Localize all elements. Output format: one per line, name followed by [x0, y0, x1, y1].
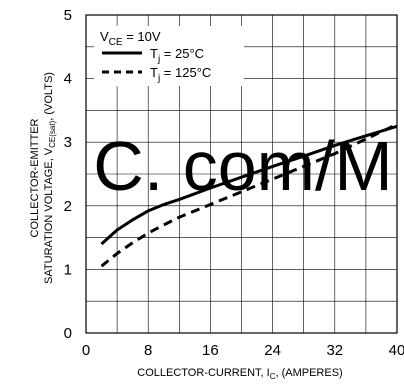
y-tick-label: 2	[64, 198, 72, 215]
legend-header: VCE = 10V	[100, 29, 161, 48]
x-tick-label: 40	[389, 342, 404, 359]
tick-labels: 0 8 16 24 32 40 0 1 2 3 4 5	[64, 7, 404, 359]
x-tick-label: 24	[264, 342, 281, 359]
watermark-text: C. com/M	[93, 127, 392, 205]
y-tick-label: 5	[64, 7, 72, 24]
y-axis-title-line2: SATURATION VOLTAGE, VCE(sat), (VOLTS)	[43, 72, 57, 284]
y-tick-label: 4	[64, 71, 72, 88]
x-tick-label: 0	[82, 342, 90, 359]
x-axis-title: COLLECTOR-CURRENT, IC, (AMPERES)	[137, 367, 342, 381]
legend: VCE = 10V Tj = 25°C Tj = 125°C	[94, 26, 244, 86]
y-axis-title-line1: COLLECTOR-EMITTER	[29, 118, 41, 237]
x-tick-label: 16	[202, 342, 219, 359]
legend-entry-125c: Tj = 125°C	[150, 65, 211, 84]
x-tick-label: 8	[144, 342, 152, 359]
y-tick-label: 1	[64, 261, 72, 278]
legend-entry-25c: Tj = 25°C	[150, 46, 204, 65]
plot-area-frame	[85, 14, 398, 334]
x-tick-label: 32	[326, 342, 343, 359]
y-tick-label: 0	[64, 325, 72, 342]
series-lines	[100, 123, 398, 268]
series-line-125c	[100, 123, 398, 268]
y-tick-label: 3	[64, 134, 72, 151]
legend-background	[94, 26, 244, 86]
series-line-25c	[100, 124, 398, 246]
